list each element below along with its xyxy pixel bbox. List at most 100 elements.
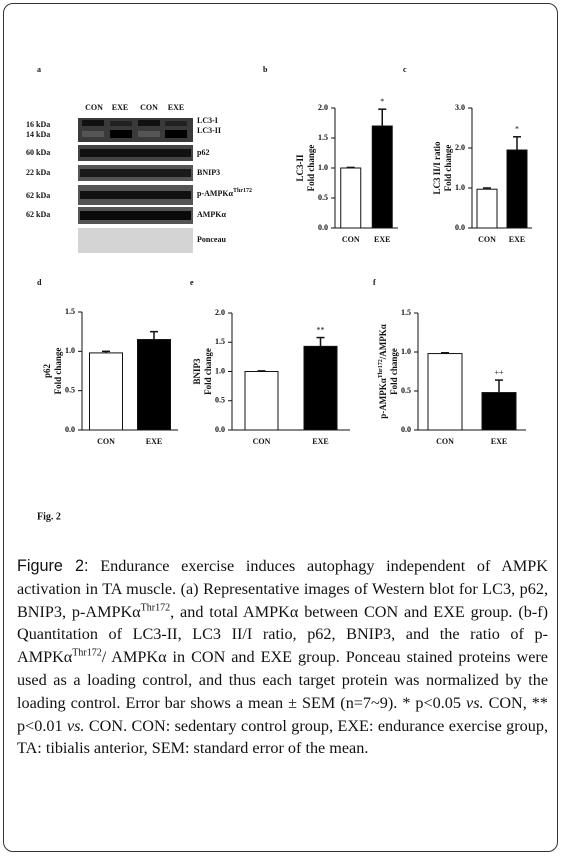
band xyxy=(138,131,160,137)
significance: * xyxy=(515,125,519,134)
band xyxy=(82,131,104,137)
y-tick-label: 0.5 xyxy=(401,386,411,395)
caption-label: Figure 2: xyxy=(17,557,89,575)
y-tick-label: 2.0 xyxy=(318,103,328,112)
band xyxy=(165,130,187,138)
y-tick-label: 0.0 xyxy=(318,223,328,232)
caption-text: , and total AMPKα between CON and EXE gr… xyxy=(17,602,549,667)
caption-sup: Thr172 xyxy=(140,602,171,614)
significance: ++ xyxy=(494,368,504,377)
protein-label: Ponceau xyxy=(197,235,226,244)
band xyxy=(80,211,191,220)
y-axis-label-text: Fold change xyxy=(389,348,399,395)
y-axis-label: p62 xyxy=(42,364,52,379)
caption-sup: Thr172 xyxy=(72,647,102,659)
frame xyxy=(3,3,558,852)
y-axis-label-text: p-AMPKα xyxy=(378,378,388,419)
size-label: 22 kDa xyxy=(26,168,50,177)
y-tick-label: 0.0 xyxy=(65,425,75,434)
band xyxy=(80,149,191,157)
bar xyxy=(89,352,123,431)
panel-label: c xyxy=(403,65,407,74)
y-tick-label: 1.0 xyxy=(401,347,411,356)
y-axis-label-sup: Thr172 xyxy=(378,359,384,378)
caption-italic: vs. xyxy=(466,693,484,712)
y-tick-label: 2.0 xyxy=(215,308,225,317)
panel-label: e xyxy=(190,278,194,287)
y-tick-label: 0.0 xyxy=(455,223,465,232)
y-axis-label-text: /AMPKα xyxy=(378,324,388,360)
y-tick-label: 1.0 xyxy=(318,163,328,172)
y-axis-label: Fold change xyxy=(443,145,453,192)
significance: * xyxy=(380,97,384,106)
x-tick-label: CON xyxy=(97,437,115,446)
caption-text: CON, ** p<0.01 xyxy=(17,693,548,735)
y-tick-label: 0.5 xyxy=(65,385,75,394)
panel-label: b xyxy=(263,65,268,74)
protein-sup: Thr172 xyxy=(233,188,252,194)
bar xyxy=(340,167,362,229)
protein-label: LC3-I xyxy=(197,116,218,125)
y-axis-label: LC3-II xyxy=(295,154,305,182)
y-tick-label: 0.5 xyxy=(318,193,328,202)
protein-label: BNIP3 xyxy=(197,168,220,177)
y-axis-label: LC3 II/I ratio xyxy=(432,141,442,195)
x-tick-label: EXE xyxy=(146,437,162,446)
x-tick-label: CON xyxy=(253,437,271,446)
column-label: EXE xyxy=(112,103,128,112)
caption-text: Endurance exercise induces autophagy ind… xyxy=(17,557,548,621)
bar xyxy=(371,125,393,229)
y-tick-label: 2.0 xyxy=(455,143,465,152)
bar xyxy=(303,345,338,431)
band xyxy=(138,120,160,126)
x-tick-label: CON xyxy=(342,235,360,244)
x-tick-label: EXE xyxy=(509,235,525,244)
bar xyxy=(427,353,463,431)
y-axis-label-text: Fold change xyxy=(203,348,213,395)
protein-label: AMPKα xyxy=(197,210,226,219)
size-label: 62 kDa xyxy=(26,191,50,200)
y-axis-label-text: Fold change xyxy=(306,145,316,192)
blot-strip xyxy=(78,228,193,253)
size-label: 16 kDa xyxy=(26,120,50,129)
y-axis-label: p-AMPKαThr172/AMPKα xyxy=(378,324,388,419)
protein-label: p-AMPKαThr172 xyxy=(197,188,252,197)
y-axis-label: Fold change xyxy=(203,348,213,395)
size-label: 14 kDa xyxy=(26,130,50,139)
y-axis-label-text: Fold change xyxy=(53,348,63,395)
band xyxy=(80,191,191,199)
y-axis-label: Fold change xyxy=(306,145,316,192)
x-tick-label: CON xyxy=(478,235,496,244)
y-axis-label-text: LC3 II/I ratio xyxy=(432,141,442,195)
significance: ** xyxy=(317,325,325,334)
y-tick-label: 1.5 xyxy=(65,307,75,316)
bar xyxy=(506,149,528,229)
blot-columns: CON EXE CON EXE xyxy=(85,103,184,112)
y-tick-label: 1.0 xyxy=(215,366,225,375)
blot-sizes: 16 kDa 14 kDa 60 kDa 22 kDa 62 kDa 62 kD… xyxy=(26,120,50,219)
y-axis-label: Fold change xyxy=(389,348,399,395)
y-axis-label-text: Fold change xyxy=(443,145,453,192)
blot-strips xyxy=(78,118,193,253)
x-tick-label: EXE xyxy=(491,437,507,446)
y-tick-label: 1.0 xyxy=(65,346,75,355)
band xyxy=(82,120,104,126)
y-tick-label: 1.5 xyxy=(318,133,328,142)
protein-label: p62 xyxy=(197,148,209,157)
y-axis-label: BNIP3 xyxy=(192,358,202,385)
caption-italic: vs. xyxy=(66,716,85,735)
size-label: 62 kDa xyxy=(26,210,50,219)
y-axis-label-text: p62 xyxy=(42,364,52,379)
caption-text: / AMPKα in CON and EXE group. Ponceau st… xyxy=(17,648,548,712)
column-label: EXE xyxy=(168,103,184,112)
band xyxy=(110,130,132,138)
bar xyxy=(476,188,498,229)
panel-label: f xyxy=(373,278,376,287)
caption: Figure 2: Endurance exercise induces aut… xyxy=(17,555,548,760)
y-axis-label-text: BNIP3 xyxy=(192,358,202,385)
x-tick-label: CON xyxy=(436,437,454,446)
size-label: 60 kDa xyxy=(26,148,50,157)
figure-label: Fig. 2 xyxy=(37,511,61,522)
y-tick-label: 1.0 xyxy=(455,183,465,192)
